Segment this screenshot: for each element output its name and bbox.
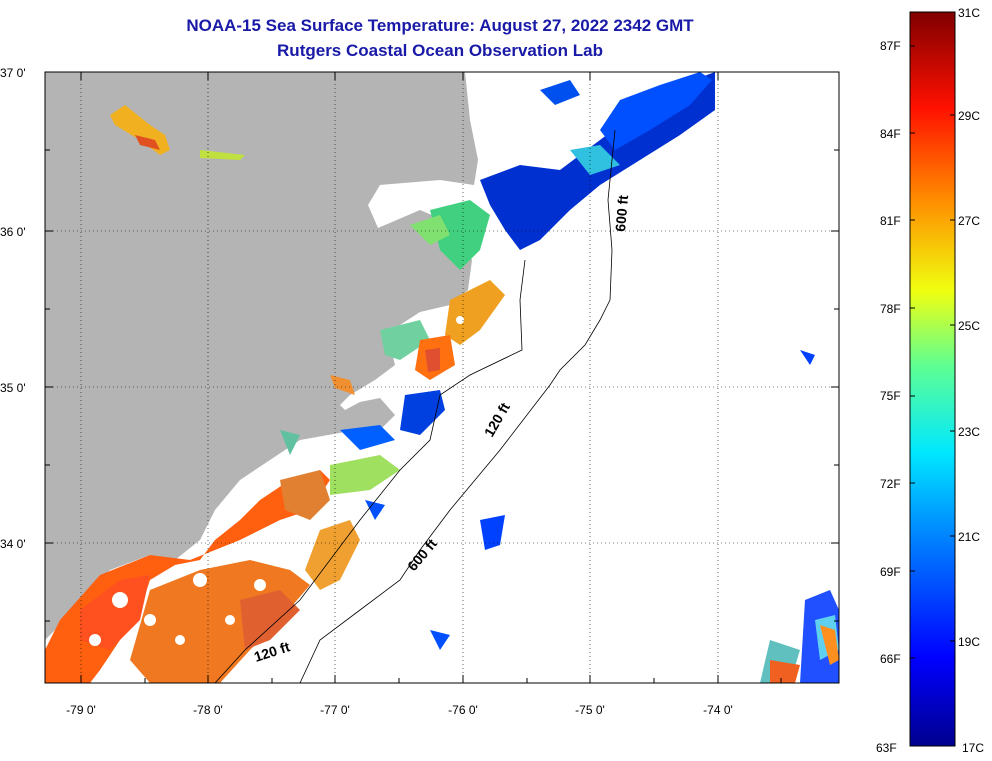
colorbar-f-75: 75F — [880, 389, 901, 403]
colorbar-c-27: 27C — [958, 214, 980, 228]
colorbar-f-63: 63F — [876, 741, 897, 755]
lat-label-37: 37 0' — [0, 66, 26, 80]
land-mass — [45, 72, 478, 640]
colorbar-f-69: 69F — [880, 565, 901, 579]
colorbar-f-84: 84F — [880, 127, 901, 141]
colorbar: 87F 84F 81F 78F 75F 72F 69F 66F 63F 31C … — [876, 6, 984, 755]
colorbar-ticks — [910, 45, 955, 659]
colorbar-f-78: 78F — [880, 302, 901, 316]
lon-label-75: -75 0' — [575, 703, 605, 717]
colorbar-f-81: 81F — [880, 214, 901, 228]
colorbar-f-66: 66F — [880, 652, 901, 666]
map-title: NOAA-15 Sea Surface Temperature: August … — [186, 16, 694, 35]
lon-label-79: -79 0' — [66, 703, 96, 717]
lon-label-74: -74 0' — [703, 703, 733, 717]
colorbar-c-29: 29C — [958, 109, 980, 123]
contour-label-600-north: 600 ft — [612, 194, 631, 232]
colorbar-c-19: 19C — [958, 635, 980, 649]
lon-label-77: -77 0' — [320, 703, 350, 717]
lat-label-34: 34 0' — [0, 537, 26, 551]
colorbar-f-72: 72F — [880, 477, 901, 491]
lat-label-35: 35 0' — [0, 381, 26, 395]
cloud-gaps — [89, 316, 464, 646]
graticule — [45, 72, 839, 683]
map-subtitle: Rutgers Coastal Ocean Observation Lab — [277, 41, 603, 60]
sst-mid-swath — [200, 150, 800, 683]
colorbar-c-31: 31C — [958, 6, 980, 20]
colorbar-c-23: 23C — [958, 425, 980, 439]
lon-label-78: -78 0' — [193, 703, 223, 717]
colorbar-c-21: 21C — [958, 530, 980, 544]
axis-ticks — [45, 71, 839, 683]
sst-cool-swath — [340, 72, 839, 683]
colorbar-f-87: 87F — [880, 39, 901, 53]
lon-label-76: -76 0' — [448, 703, 478, 717]
bathymetry-contours — [214, 129, 616, 683]
colorbar-gradient — [909, 11, 956, 747]
lat-label-36: 36 0' — [0, 225, 26, 239]
colorbar-c-25: 25C — [958, 319, 980, 333]
colorbar-c-17: 17C — [962, 741, 984, 755]
sst-warm-swath — [45, 105, 839, 683]
